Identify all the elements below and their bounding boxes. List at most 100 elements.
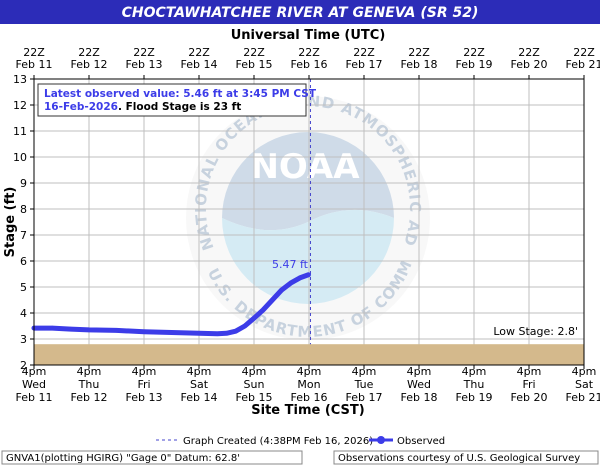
chart-title: CHOCTAWHATCHEE RIVER AT GENEVA (SR 52) [122, 5, 479, 21]
bottom-tick-label: Feb 13 [126, 391, 163, 404]
y-tick-label: 12 [13, 99, 27, 112]
top-tick-label: Feb 19 [456, 58, 493, 71]
bottom-tick-label: Wed [22, 378, 46, 391]
bottom-tick-label: 4pm [242, 365, 267, 378]
observed-point [260, 307, 266, 313]
top-tick-label: 22Z [573, 46, 595, 59]
observed-point [279, 287, 284, 293]
bottom-tick-label: 4pm [517, 365, 542, 378]
bottom-tick-label: Feb 12 [71, 391, 108, 404]
observed-point [141, 329, 147, 334]
observed-point [50, 325, 55, 331]
legend-observed-marker [377, 436, 385, 444]
y-tick-label: 8 [20, 203, 27, 216]
latest-value-label: 5.47 ft [272, 258, 309, 271]
top-tick-label: Feb 13 [126, 58, 163, 71]
bottom-tick-label: 4pm [187, 365, 212, 378]
y-tick-label: 4 [20, 307, 27, 320]
top-tick-label: 22Z [353, 46, 375, 59]
bottom-tick-label: 4pm [407, 365, 432, 378]
bottom-tick-label: Wed [407, 378, 431, 391]
footer-credit-text: Observations courtesy of U.S. Geological… [338, 453, 580, 464]
bottom-tick-label: Feb 18 [401, 391, 438, 404]
bottom-tick-label: Feb 15 [236, 391, 273, 404]
top-tick-label: 22Z [23, 46, 45, 59]
top-tick-label: Feb 12 [71, 58, 108, 71]
top-tick-label: 22Z [518, 46, 540, 59]
bottom-tick-label: Feb 11 [16, 391, 53, 404]
y-axis-ticks: 2 3 4 5 6 7 8 9 10 11 12 13 [13, 73, 34, 372]
bottom-tick-label: Feb 17 [346, 391, 383, 404]
observed-point [196, 331, 202, 336]
y-tick-label: 13 [13, 73, 27, 86]
bottom-tick-label: 4pm [352, 365, 377, 378]
observed-point [114, 328, 119, 333]
top-tick-label: 22Z [298, 46, 320, 59]
observed-point [169, 330, 174, 335]
bottom-tick-label: Thu [463, 378, 485, 391]
title-banner [0, 0, 600, 24]
bottom-tick-label: 4pm [77, 365, 102, 378]
legend-created-label: Graph Created (4:38PM Feb 16, 2026) [183, 436, 373, 447]
y-tick-label: 11 [13, 125, 27, 138]
y-axis-title: Stage (ft) [3, 187, 18, 258]
svg-text:NOAA: NOAA [250, 147, 360, 187]
observed-point [215, 331, 220, 336]
bottom-tick-label: Sat [575, 378, 594, 391]
top-tick-label: Feb 16 [291, 58, 328, 71]
observed-point [224, 331, 229, 336]
low-stage-label: Low Stage: 2.8' [493, 325, 578, 338]
observed-point [86, 327, 92, 333]
observed-point [297, 275, 303, 281]
legend: Graph Created (4:38PM Feb 16, 2026) Obse… [156, 436, 445, 447]
bottom-tick-label: 4pm [297, 365, 322, 378]
observed-point [270, 297, 275, 303]
bottom-tick-label: Sat [190, 378, 209, 391]
footer-right-box [333, 450, 599, 465]
bottom-tick-label: Sun [244, 378, 265, 391]
y-tick-label: 10 [13, 151, 27, 164]
observed-series [31, 272, 311, 337]
bottom-tick-label: Fri [137, 378, 150, 391]
bottom-tick-label: 4pm [572, 365, 597, 378]
bottom-tick-label: Feb 21 [566, 391, 600, 404]
observed-point [288, 280, 293, 286]
top-tick-label: Feb 20 [511, 58, 548, 71]
top-tick-label: Feb 15 [236, 58, 273, 71]
bottom-tick-label: Feb 14 [181, 391, 218, 404]
bottom-tick-label: 4pm [22, 365, 47, 378]
observed-point [306, 272, 311, 277]
y-tick-label: 7 [20, 229, 27, 242]
top-tick-label: 22Z [133, 46, 155, 59]
bottom-tick-label: Fri [522, 378, 535, 391]
bottom-tick-label: 4pm [462, 365, 487, 378]
y-tick-label: 6 [20, 255, 27, 268]
bottom-tick-label: Mon [297, 378, 320, 391]
observed-point [233, 329, 238, 334]
bottom-axis-title: Site Time (CST) [251, 403, 364, 418]
observed-point [242, 323, 248, 329]
bottom-tick-label: Feb 19 [456, 391, 493, 404]
low-stage-fill [34, 344, 584, 365]
top-tick-label: Feb 11 [16, 58, 53, 71]
top-tick-label: Feb 17 [346, 58, 383, 71]
bottom-tick-label: Feb 20 [511, 391, 548, 404]
y-tick-label: 5 [20, 281, 27, 294]
observed-point [251, 316, 257, 321]
top-tick-label: Feb 18 [401, 58, 438, 71]
y-tick-label: 2 [20, 359, 27, 372]
observed-point [68, 326, 73, 332]
top-tick-label: 22Z [463, 46, 485, 59]
low-stage-band [34, 344, 584, 365]
top-tick-label: 22Z [408, 46, 430, 59]
top-tick-label: Feb 14 [181, 58, 218, 71]
footer-datum-text: GNVA1(plotting HGIRG) "Gage 0" Datum: 62… [6, 453, 240, 464]
flood-stage-text: 16-Feb-2026. Flood Stage is 23 ft [44, 101, 241, 113]
latest-value-text: Latest observed value: 5.46 ft at 3:45 P… [44, 88, 317, 100]
bottom-tick-label: Tue [354, 378, 374, 391]
bottom-tick-label: Feb 16 [291, 391, 328, 404]
